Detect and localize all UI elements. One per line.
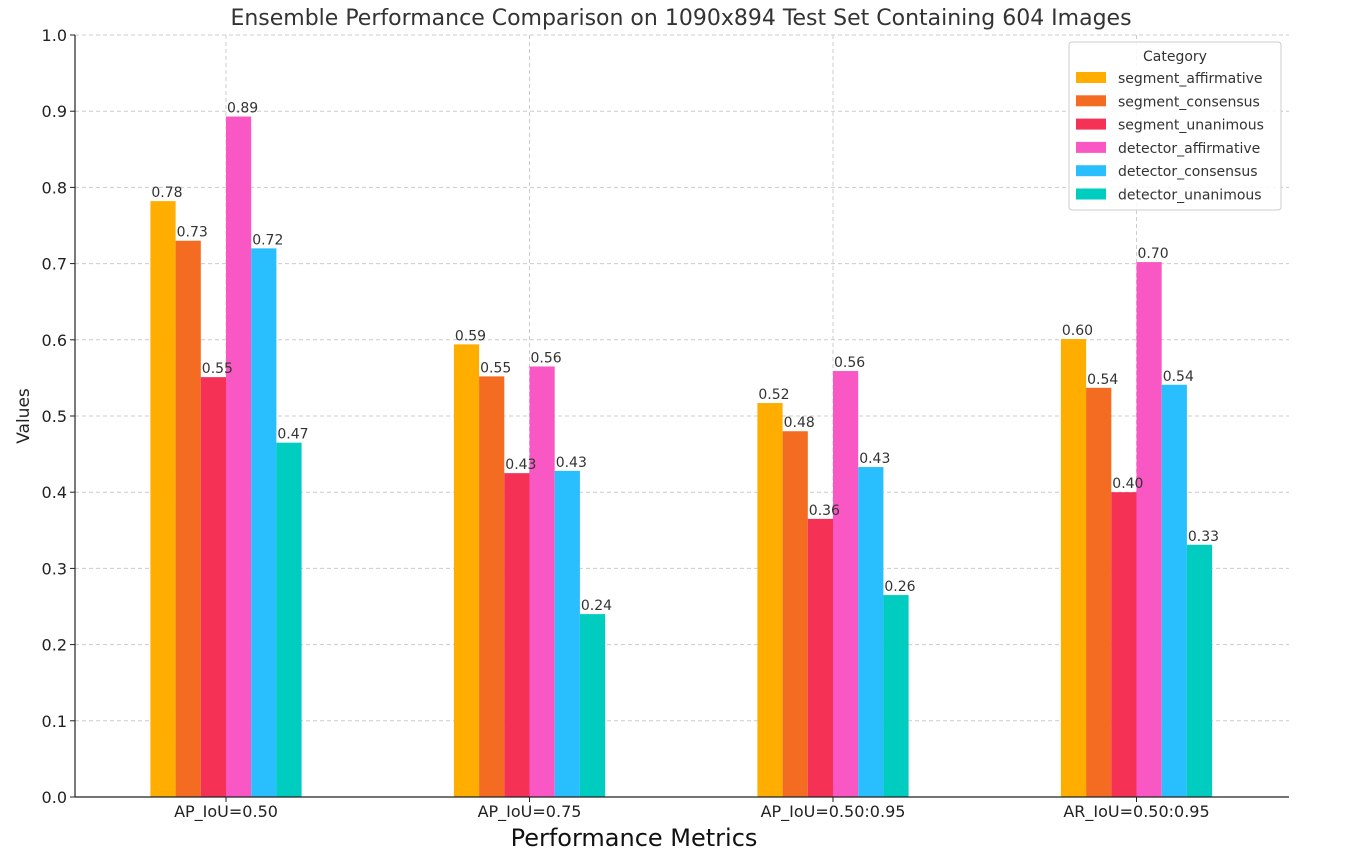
- legend-label-segment_consensus: segment_consensus: [1118, 94, 1260, 110]
- value-labels-group: 0.78 0.59 0.52 0.60 0.73 0.55 0.48 0.54 0.55 0.43…: [151, 101, 1219, 615]
- x-ticks-group: AP_IoU=0.50 AP_IoU=0.75 AP_IoU=0.50:0.95 AR…: [174, 797, 1210, 822]
- legend-label-segment_unanimous: segment_unanimous: [1118, 118, 1264, 134]
- bar-detector_unanimous-0: [276, 442, 302, 797]
- legend-label-detector_consensus: detector_consensus: [1118, 164, 1258, 180]
- value-label: 0.43: [859, 451, 890, 467]
- bar-segment_affirmative-3: [1060, 339, 1087, 797]
- value-label: 0.26: [884, 579, 915, 595]
- bar-segment_affirmative-1: [453, 344, 480, 797]
- bar-segment_unanimous-1: [504, 473, 530, 797]
- y-tick-label: 0.1: [42, 712, 67, 731]
- legend-items: segment_affirmative segment_consensussegm…: [1076, 71, 1264, 204]
- value-label: 0.56: [531, 350, 562, 366]
- value-label: 0.48: [784, 415, 815, 431]
- value-label: 0.59: [455, 328, 486, 344]
- value-label: 0.54: [1087, 372, 1118, 388]
- value-label: 0.70: [1138, 246, 1169, 262]
- value-label: 0.43: [556, 455, 587, 471]
- bar-segment_unanimous-2: [807, 518, 833, 797]
- value-label: 0.55: [202, 361, 233, 377]
- value-label: 0.36: [809, 503, 840, 519]
- legend-swatch-detector_affirmative: [1076, 141, 1106, 153]
- legend-box: [1068, 41, 1282, 211]
- x-tick-label: AP_IoU=0.75: [478, 802, 582, 822]
- y-tick-label: 0.0: [42, 788, 67, 807]
- bars-group: [150, 116, 1213, 798]
- y-tick-label: 0.9: [42, 102, 67, 121]
- bar-detector_consensus-1: [554, 470, 580, 797]
- bar-segment_consensus-2: [782, 431, 808, 797]
- y-tick-label: 0.5: [42, 407, 67, 426]
- y-tick-label: 1.0: [42, 26, 67, 45]
- value-label: 0.60: [1062, 323, 1093, 339]
- value-label: 0.89: [227, 101, 258, 117]
- bar-detector_unanimous-2: [883, 595, 909, 797]
- legend-swatch-segment_consensus: [1076, 95, 1106, 107]
- bar-segment_affirmative-0: [150, 201, 176, 798]
- value-label: 0.54: [1163, 369, 1194, 385]
- bar-detector_affirmative-0: [226, 116, 252, 797]
- y-tick-label: 0.2: [42, 636, 67, 655]
- legend-swatch-detector_unanimous: [1076, 188, 1106, 200]
- y-tick-label: 0.8: [42, 178, 67, 197]
- bar-detector_unanimous-3: [1186, 544, 1213, 797]
- bar-segment_consensus-3: [1086, 387, 1112, 797]
- x-tick-label: AR_IoU=0.50:0.95: [1063, 802, 1209, 822]
- bar-segment_unanimous-3: [1111, 492, 1137, 797]
- x-axis-label: Performance Metrics: [511, 824, 758, 852]
- value-label: 0.55: [480, 360, 511, 376]
- value-label: 0.78: [151, 185, 182, 201]
- y-ticks-group: 0.0 0.1 0.2 0.3 0.4 0.5 0.6 0.7 0.8 0.9 1.0: [42, 26, 75, 807]
- value-label: 0.72: [252, 232, 283, 248]
- bar-detector_consensus-0: [251, 248, 277, 798]
- bar-segment_affirmative-2: [757, 403, 783, 797]
- legend-label-segment_affirmative: segment_affirmative: [1118, 71, 1263, 87]
- bar-segment_consensus-0: [175, 240, 201, 798]
- bar-detector_affirmative-1: [529, 366, 555, 797]
- bar-segment_unanimous-0: [200, 377, 226, 797]
- chart-title: Ensemble Performance Comparison on 1090x…: [230, 6, 1131, 31]
- y-tick-label: 0.7: [42, 255, 67, 274]
- bar-detector_unanimous-1: [579, 614, 606, 797]
- x-tick-label: AP_IoU=0.50: [174, 802, 278, 822]
- value-label: 0.56: [834, 355, 865, 371]
- bar-detector_consensus-3: [1161, 384, 1187, 797]
- y-tick-label: 0.3: [42, 559, 67, 578]
- legend-swatch-segment_unanimous: [1076, 118, 1106, 130]
- x-tick-label: AP_IoU=0.50:0.95: [761, 802, 906, 822]
- y-tick-label: 0.4: [42, 483, 67, 502]
- value-label: 0.47: [277, 427, 308, 443]
- y-tick-label: 0.6: [42, 331, 67, 350]
- legend-swatch-detector_consensus: [1076, 165, 1106, 177]
- legend-label-detector_affirmative: detector_affirmative: [1118, 141, 1260, 157]
- value-label: 0.52: [758, 387, 789, 403]
- value-label: 0.24: [581, 598, 612, 614]
- value-label: 0.40: [1112, 476, 1143, 492]
- bar-segment_consensus-1: [479, 376, 505, 797]
- bar-detector_affirmative-3: [1136, 262, 1162, 797]
- legend-label-detector_unanimous: detector_unanimous: [1118, 188, 1262, 204]
- y-axis-label: Values: [14, 388, 34, 444]
- bar-detector_affirmative-2: [833, 371, 859, 797]
- value-label: 0.33: [1188, 529, 1219, 545]
- legend-swatch-segment_affirmative: [1076, 72, 1106, 83]
- legend-title: Category: [1143, 49, 1207, 65]
- legend: Category segment_affirmative segment_cons…: [1068, 41, 1282, 211]
- value-label: 0.43: [505, 457, 536, 473]
- bar-detector_consensus-2: [858, 467, 884, 797]
- value-label: 0.73: [177, 225, 208, 241]
